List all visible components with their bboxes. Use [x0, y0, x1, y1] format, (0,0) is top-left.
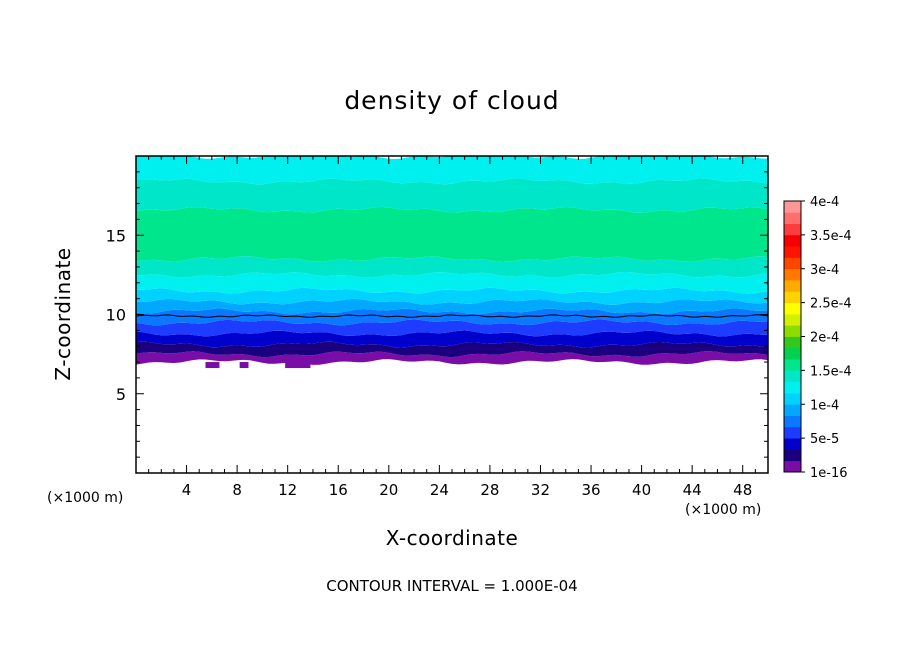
colorbar-label: 5e-5 [810, 432, 839, 447]
colorbar-segment [784, 302, 801, 315]
density-band [136, 178, 768, 213]
colorbar-segment [784, 223, 801, 236]
colorbar-label: 1e-16 [810, 466, 848, 481]
x-tick-label: 12 [278, 481, 297, 499]
colorbar-label: 4e-4 [810, 195, 839, 210]
x-tick-label: 8 [232, 481, 242, 499]
density-band [136, 319, 768, 337]
x-tick-label: 48 [733, 481, 752, 499]
chart-title: density of cloud [344, 86, 560, 115]
colorbar-segment [784, 234, 801, 247]
contour-lines [136, 314, 768, 318]
colorbar-label: 1e-4 [810, 398, 839, 413]
colorbar-segment [784, 359, 801, 371]
y-tick-label: 5 [116, 385, 126, 404]
y-axis-label: Z-coordinate [51, 247, 75, 381]
colorbar-segment [784, 212, 801, 224]
density-band [136, 351, 768, 365]
x-unit-label-left: (×1000 m) [47, 490, 124, 506]
density-band [136, 206, 768, 262]
cloud-base-blob [239, 362, 249, 369]
colorbar-segment [784, 201, 801, 213]
colorbar-segment [784, 404, 801, 416]
density-bands [136, 156, 768, 369]
cloud-base-blob [285, 362, 311, 369]
density-band [136, 272, 768, 294]
x-axis-label: X-coordinate [385, 526, 519, 550]
x-tick-label: 32 [531, 481, 550, 499]
colorbar-segment [784, 325, 801, 337]
density-band [136, 287, 768, 305]
colorbar-segment [784, 438, 801, 450]
colorbar-segment [784, 460, 801, 473]
colorbar-segment [784, 257, 801, 270]
x-tick-label: 40 [632, 481, 651, 499]
x-tick-label: 24 [430, 481, 449, 499]
y-tick-label: 15 [106, 226, 126, 245]
x-tick-label: 4 [182, 481, 192, 499]
colorbar-label: 3.5e-4 [810, 229, 852, 244]
colorbar-segment [784, 280, 801, 292]
y-axis-ticks: 5 10 15 [106, 171, 768, 458]
density-band [136, 256, 768, 278]
colorbar-segment [784, 370, 801, 383]
x-tick-label: 44 [683, 481, 702, 499]
density-band [136, 330, 768, 348]
colorbar-segment [784, 347, 801, 360]
x-tick-label: 28 [480, 481, 499, 499]
colorbar-segment [784, 291, 801, 304]
colorbar-segment [784, 449, 801, 462]
colorbar-segment [784, 336, 801, 349]
colorbar-segment [784, 246, 801, 258]
density-band [136, 308, 768, 326]
y-tick-label: 10 [106, 306, 126, 325]
colorbar-segment [784, 426, 801, 439]
density-band [136, 156, 768, 185]
density-band [136, 298, 768, 315]
colorbar-segment [784, 392, 801, 405]
density-band [136, 341, 768, 358]
colorbar-segment [784, 381, 801, 394]
colorbar-label: 2e-4 [810, 331, 839, 346]
x-unit-label-right: (×1000 m) [685, 502, 762, 518]
x-tick-label: 20 [379, 481, 398, 499]
colorbar-label: 3e-4 [810, 263, 839, 278]
cloud-base-blob [205, 362, 220, 369]
colorbar-label: 1.5e-4 [810, 364, 852, 379]
x-tick-label: 36 [581, 481, 600, 499]
colorbar-segment [784, 415, 801, 428]
x-tick-label: 16 [329, 481, 348, 499]
contour-interval-text: CONTOUR INTERVAL = 1.000E-04 [326, 577, 578, 595]
contour-line [136, 314, 768, 318]
colorbar: 1e-16 5e-5 1e-4 1.5e-4 2e-4 2.5e-4 3e-4 3.5e-4 4… [783, 195, 852, 481]
x-axis-ticks: 4 8 12 16 20 24 28 32 36 40 44 48 [148, 156, 756, 499]
colorbar-label: 2.5e-4 [810, 297, 852, 312]
colorbar-segment [784, 313, 801, 326]
colorbar-segment [784, 268, 801, 281]
